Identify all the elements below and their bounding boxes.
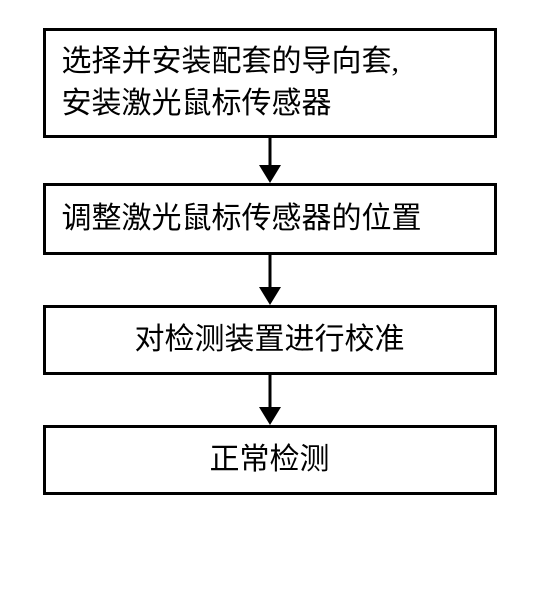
flow-arrow-3 <box>255 375 285 425</box>
flow-step-1: 选择并安装配套的导向套, 安装激光鼠标传感器 <box>43 28 497 138</box>
flow-step-1-line-1: 选择并安装配套的导向套, <box>62 41 484 83</box>
flow-step-1-line-2: 安装激光鼠标传感器 <box>62 83 484 125</box>
flow-step-2-text: 调整激光鼠标传感器的位置 <box>62 198 484 240</box>
flow-step-3-text: 对检测装置进行校准 <box>135 319 405 361</box>
flow-arrow-1 <box>255 138 285 183</box>
flow-step-3: 对检测装置进行校准 <box>43 305 497 375</box>
flow-arrow-2 <box>255 255 285 305</box>
flow-step-4-text: 正常检测 <box>210 439 330 481</box>
flow-step-2: 调整激光鼠标传感器的位置 <box>43 183 497 255</box>
flow-step-4: 正常检测 <box>43 425 497 495</box>
flowchart-container: 选择并安装配套的导向套, 安装激光鼠标传感器 调整激光鼠标传感器的位置 对检测装… <box>0 0 539 495</box>
